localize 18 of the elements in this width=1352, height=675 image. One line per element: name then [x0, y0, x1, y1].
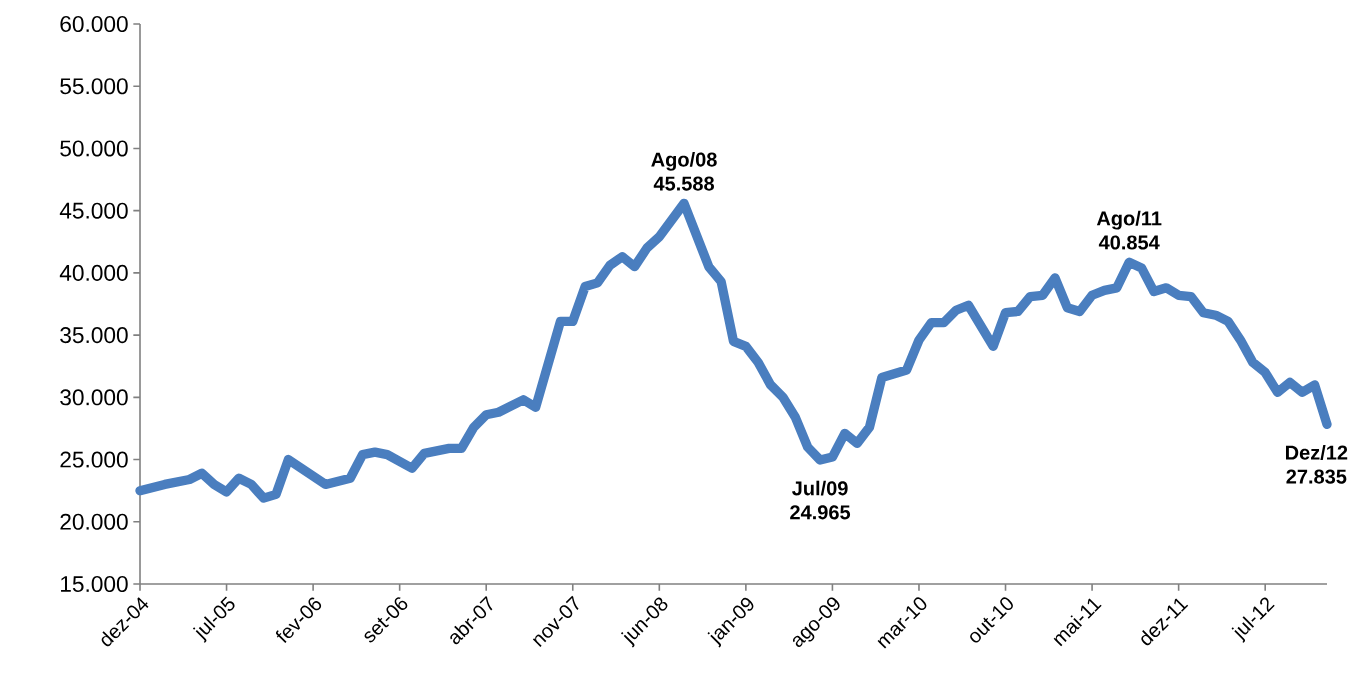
y-tick-label: 60.000: [60, 15, 128, 33]
y-tick-label: 25.000: [60, 451, 128, 468]
annotation: Ago/08: [651, 151, 717, 171]
annotation: Jul/09: [792, 480, 848, 496]
y-tick-label: 45.000: [59, 202, 128, 219]
y-tick-label: 55.000: [60, 78, 128, 95]
y-tick-label: 30.000: [60, 389, 128, 406]
y-tick-label: 50.000: [60, 140, 128, 157]
annotation: 27.835: [1286, 469, 1347, 484]
y-tick-label: 20.000: [60, 513, 128, 530]
annotation: 40.854: [1098, 235, 1160, 250]
y-tick-label: 15.000: [61, 575, 128, 593]
y-tick-label: 40.000: [59, 264, 128, 281]
annotation: 45.588: [653, 176, 714, 191]
annotation: 24.965: [790, 505, 851, 520]
y-tick-label: 35.000: [60, 327, 128, 344]
annotation: Ago/11: [1096, 210, 1162, 230]
annotation: Dez/12: [1285, 444, 1348, 460]
